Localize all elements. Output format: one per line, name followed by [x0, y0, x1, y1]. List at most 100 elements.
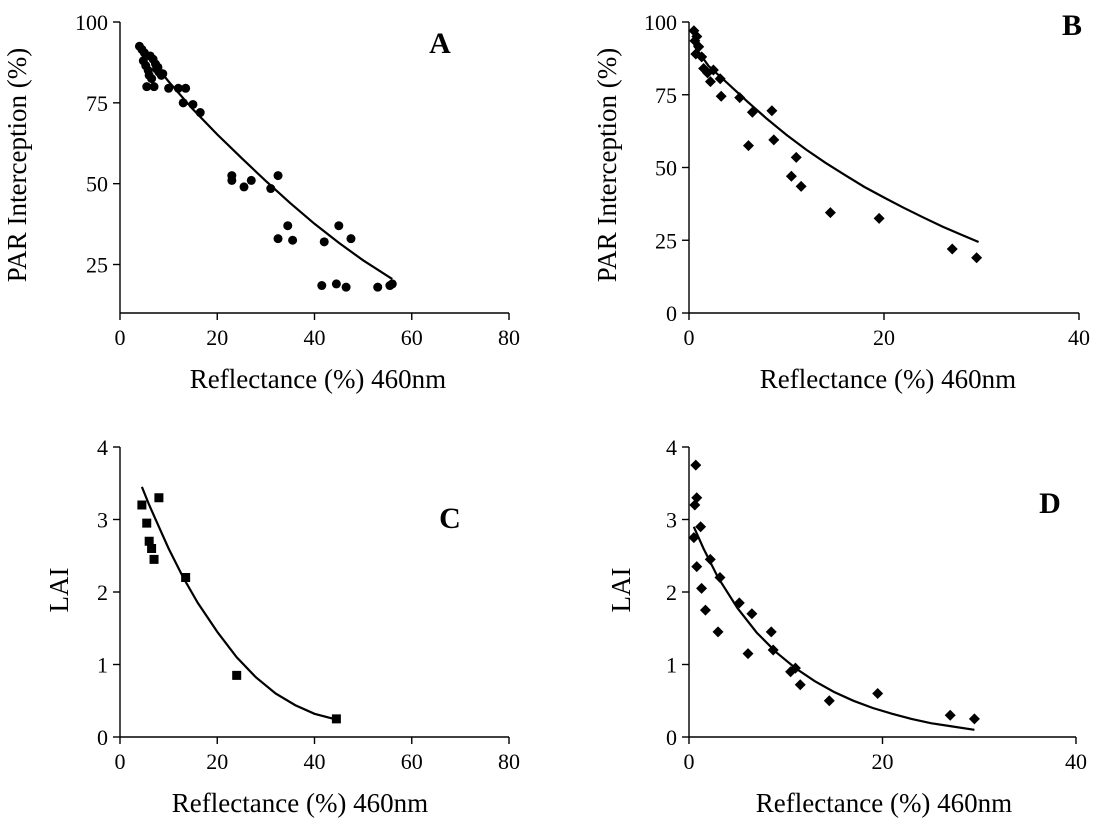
data-point — [704, 76, 716, 88]
data-point — [794, 679, 806, 691]
y-tick-label: 0 — [666, 301, 677, 326]
x-tick-label: 0 — [115, 325, 126, 350]
data-point — [715, 90, 727, 102]
y-tick-label: 25 — [86, 253, 108, 278]
data-point — [789, 662, 801, 674]
fit-curve — [692, 526, 975, 731]
data-point — [765, 626, 777, 638]
data-point — [273, 171, 283, 181]
data-point — [734, 92, 746, 104]
data-point — [149, 554, 159, 564]
panel-letter: B — [1062, 9, 1082, 42]
y-tick-label: 2 — [97, 580, 108, 605]
data-point — [346, 234, 356, 244]
data-point — [691, 561, 703, 573]
y-tick-label: 2 — [666, 580, 677, 605]
data-point — [317, 281, 327, 291]
x-tick-label: 60 — [401, 749, 423, 774]
x-tick-label: 0 — [115, 749, 126, 774]
x-axis-label: Reflectance (%) 460nm — [172, 788, 428, 818]
data-point — [319, 237, 329, 247]
y-tick-label: 1 — [97, 653, 108, 678]
data-point — [266, 184, 276, 194]
data-point — [785, 170, 797, 182]
data-point — [971, 252, 983, 264]
y-tick-label: 0 — [97, 725, 108, 750]
fit-curve — [140, 486, 337, 721]
x-tick-label: 40 — [304, 749, 326, 774]
x-tick-label: 0 — [684, 749, 695, 774]
y-tick-label: 100 — [644, 10, 677, 35]
panel-letter: D — [1039, 487, 1061, 520]
x-tick-label: 0 — [684, 325, 695, 350]
x-tick-label: 40 — [1068, 325, 1090, 350]
data-point — [968, 713, 980, 725]
x-tick-label: 20 — [206, 325, 228, 350]
data-point — [688, 532, 700, 544]
chart-panel-c: 0 20 40 60 80 0 1 2 3 4 Reflectance (%) 460nm LAI C — [44, 435, 520, 818]
data-point — [695, 521, 707, 533]
y-tick-label: 75 — [655, 83, 677, 108]
data-point — [232, 670, 242, 680]
y-tick-label: 0 — [666, 725, 677, 750]
data-point — [239, 182, 249, 192]
data-point — [288, 235, 298, 245]
x-tick-label: 20 — [872, 749, 894, 774]
x-tick-label: 40 — [1065, 749, 1087, 774]
data-point — [147, 544, 157, 553]
data-point — [341, 282, 351, 292]
fit-curve — [693, 44, 980, 244]
y-tick-label: 50 — [655, 156, 677, 181]
data-point — [387, 279, 397, 289]
data-point — [696, 582, 708, 594]
data-point — [766, 105, 778, 117]
data-point — [690, 459, 702, 471]
data-point — [944, 709, 956, 721]
data-point — [164, 83, 174, 93]
y-tick-label: 25 — [655, 228, 677, 253]
data-point — [733, 597, 745, 609]
data-point — [331, 279, 341, 289]
y-tick-label: 4 — [97, 435, 108, 460]
y-tick-label: 3 — [666, 508, 677, 533]
x-tick-label: 40 — [304, 325, 326, 350]
data-point — [689, 499, 701, 511]
data-point — [712, 626, 724, 638]
data-point — [273, 234, 283, 244]
x-tick-label: 20 — [873, 325, 895, 350]
x-axis-label: Reflectance (%) 460nm — [190, 364, 446, 394]
x-tick-label: 20 — [206, 749, 228, 774]
data-point — [188, 99, 198, 109]
data-point — [373, 282, 383, 292]
y-tick-label: 4 — [666, 435, 677, 460]
data-point — [137, 500, 147, 510]
data-point — [149, 82, 159, 92]
chart-panel-a: 0 20 40 60 80 25 50 75 100 Reflectance (%) 460nm P… — [2, 10, 520, 394]
data-point — [195, 108, 205, 118]
data-point — [173, 83, 183, 93]
y-axis-label: PAR Interception (%) — [2, 48, 32, 282]
data-point — [704, 553, 716, 565]
data-point — [768, 134, 780, 146]
data-point — [151, 64, 161, 74]
data-point — [873, 212, 885, 224]
data-point — [823, 695, 835, 707]
y-axis-label: LAI — [44, 568, 74, 613]
chart-panel-b: 0 20 40 0 25 50 75 100 Reflectance (%) 460nm PAR … — [592, 9, 1090, 394]
data-point — [742, 648, 754, 660]
x-tick-label: 80 — [498, 749, 520, 774]
data-point — [158, 69, 168, 79]
data-point — [872, 688, 884, 699]
panel-letter: A — [429, 27, 451, 60]
data-point — [147, 74, 157, 84]
panel-letter: C — [439, 502, 461, 535]
y-tick-label: 3 — [97, 508, 108, 533]
data-point — [824, 207, 836, 219]
data-point — [227, 175, 237, 185]
data-point — [283, 221, 293, 231]
data-point — [699, 604, 711, 616]
y-tick-label: 1 — [666, 653, 677, 678]
data-point — [742, 140, 754, 152]
data-point — [790, 151, 802, 163]
